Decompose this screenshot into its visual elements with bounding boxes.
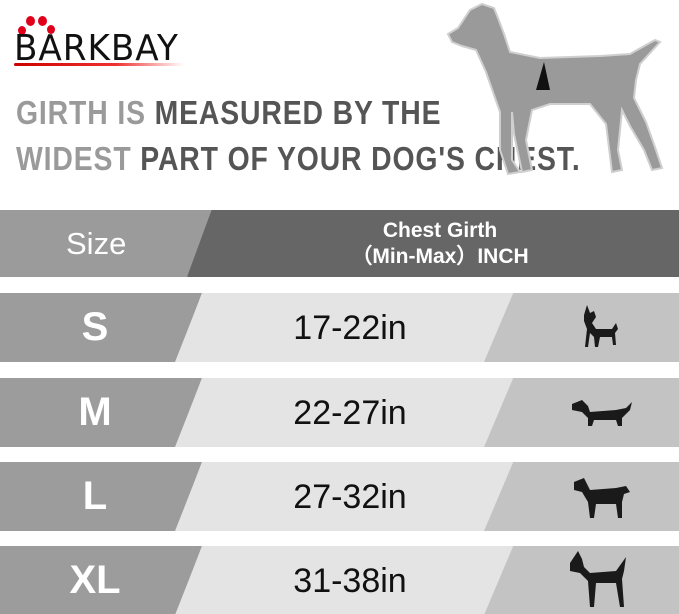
size-cell	[0, 462, 202, 531]
size-label: XL	[69, 558, 121, 602]
icon-cell	[484, 462, 679, 531]
measured-dog-icon	[446, 2, 664, 176]
table-row: L 27-32in	[0, 462, 679, 531]
girth-title: Chest Girth	[382, 219, 498, 242]
great-dane-icon	[570, 551, 626, 607]
dachshund-icon	[572, 400, 632, 426]
tagline-light: WIDEST	[16, 140, 141, 177]
girth-value: 27-32in	[293, 478, 407, 516]
icon-cell	[484, 546, 679, 614]
girth-value: 22-27in	[293, 394, 407, 432]
labrador-icon	[574, 478, 630, 518]
table-row: M 22-27in	[0, 378, 679, 447]
header-girth-label: Chest Girth （Min-Max）INCH	[300, 218, 580, 270]
girth-cell	[175, 293, 515, 362]
girth-value: 17-22in	[293, 309, 407, 347]
girth-cell	[175, 546, 515, 614]
barkbay-logo	[14, 12, 194, 68]
girth-value: 31-38in	[293, 562, 407, 600]
header-size-label: Size	[66, 226, 127, 261]
paw-toe	[38, 16, 47, 26]
table-row: XL 31-38in	[0, 546, 679, 614]
size-label: S	[81, 305, 109, 349]
header-size-cell	[0, 210, 220, 277]
girth-cell	[175, 378, 515, 447]
paw-toe	[26, 16, 35, 26]
header-girth-cell	[187, 210, 679, 277]
size-cell	[0, 378, 202, 447]
icon-cell	[484, 378, 679, 447]
girth-cell	[175, 462, 515, 531]
size-cell	[0, 293, 202, 362]
size-label: M	[78, 390, 112, 434]
tagline-line1: GIRTH IS MEASURED BY THE	[16, 94, 441, 132]
tagline-dark: MEASURED BY THE	[154, 94, 442, 131]
chihuahua-icon	[584, 305, 618, 347]
paw-toe	[47, 25, 55, 34]
size-label: L	[82, 474, 108, 518]
logo-underline	[14, 63, 184, 66]
tagline-light: GIRTH IS	[16, 94, 155, 131]
size-cell	[0, 546, 202, 614]
logo-text: BARKBAY	[14, 28, 179, 69]
girth-unit: （Min-Max）INCH	[351, 245, 529, 268]
paw-icon	[18, 26, 26, 35]
table-row: S 17-22in	[0, 293, 679, 362]
icon-cell	[484, 293, 679, 362]
table-header: Size Chest Girth （Min-Max）INCH	[0, 210, 679, 277]
